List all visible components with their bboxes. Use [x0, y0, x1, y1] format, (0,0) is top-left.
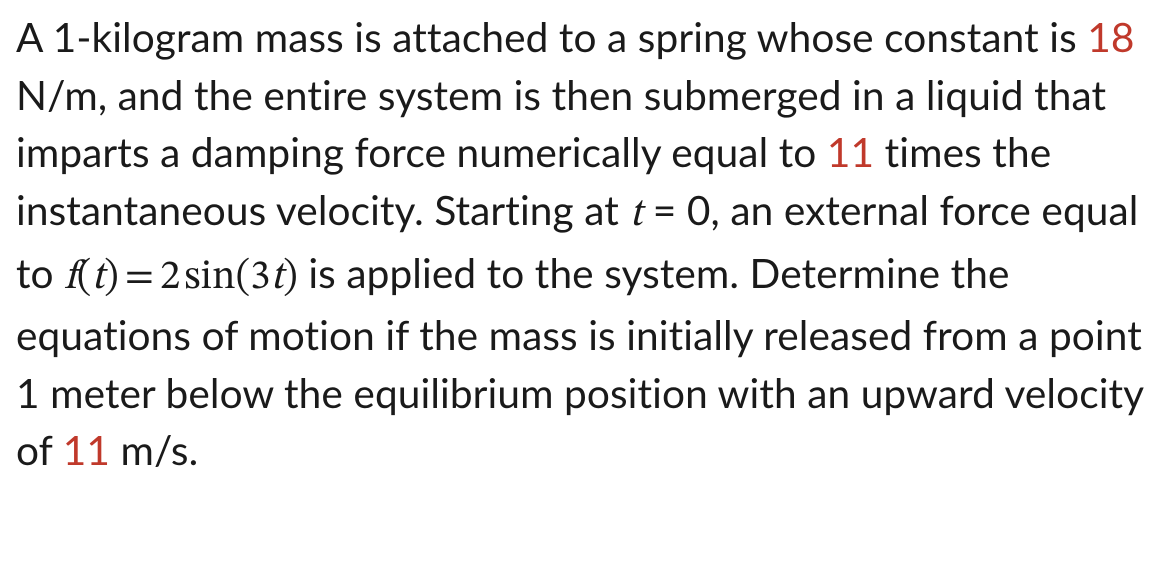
text-segment: A 1-kilogram mass is attached to a sprin…: [16, 12, 1087, 61]
initial-velocity-value: 11: [63, 425, 110, 474]
math-sin: sin: [184, 257, 235, 298]
math-open-paren: (: [236, 257, 251, 298]
spring-constant-value: 18: [1087, 12, 1134, 61]
math-number: 0: [687, 185, 711, 234]
math-close-paren: ): [104, 257, 119, 298]
math-number: 2: [160, 257, 180, 298]
math-equals: =: [119, 257, 160, 298]
math-variable-t: t: [270, 257, 283, 298]
math-equals: =: [642, 185, 687, 234]
math-open-paren: (: [77, 257, 92, 298]
damping-coefficient-value: 11: [827, 127, 874, 176]
math-variable-t: t: [91, 257, 104, 298]
math-function-f: f: [64, 257, 77, 298]
math-variable-t: t: [629, 194, 642, 235]
text-segment: m/s.: [110, 425, 198, 474]
problem-statement: A 1-kilogram mass is attached to a sprin…: [0, 0, 1160, 479]
math-close-paren: ): [283, 257, 298, 298]
math-number: 3: [250, 257, 270, 298]
